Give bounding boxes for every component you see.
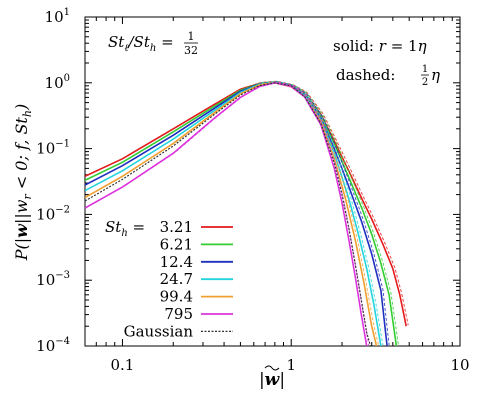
ylabel-rest: < 0; f, St — [12, 117, 31, 195]
ylabel-sub-r: r — [21, 194, 34, 200]
svg-text:1: 1 — [188, 30, 195, 43]
ylabel-w: w — [12, 223, 31, 238]
x-tick-label: 0.1 — [111, 356, 135, 374]
solid-annotation: solid: r = 1η — [333, 37, 427, 55]
svg-text:32: 32 — [184, 44, 198, 57]
x-tick-label: 10 — [450, 356, 469, 374]
ratio-annotation: Stℓ/Sth = 1 32 — [108, 30, 198, 57]
ylabel-sub-h: h — [21, 110, 34, 117]
y-tick-label: 101 — [45, 7, 70, 26]
tick-marks — [84, 16, 461, 347]
svg-text:P(|w||wr < 0; f, Sth): P(|w||wr < 0; f, Sth) — [12, 104, 34, 261]
legend-header: Sth = — [105, 218, 145, 239]
y-tick-labels: 10−4 10−3 10−2 10−1 100 101 — [36, 7, 70, 355]
plot-frame — [84, 16, 461, 347]
ylabel-P: P(| — [12, 238, 31, 261]
series-dashed-24.7 — [86, 80, 384, 346]
series-lines — [85, 80, 409, 346]
y-tick-label: 10−4 — [36, 336, 70, 355]
svg-text:1: 1 — [422, 64, 428, 75]
dashed-annotation: dashed: 1 2 η — [336, 64, 440, 88]
svg-text:solid: r = 1η: solid: r = 1η — [333, 37, 427, 55]
svg-text:dashed:: dashed: — [336, 66, 395, 84]
legend-label: 12.4 — [160, 253, 193, 271]
y-tick-label: 10−1 — [36, 139, 70, 158]
y-tick-label: 10−3 — [36, 270, 70, 289]
series-dashed-6.21 — [86, 80, 399, 346]
series-line-795 — [85, 81, 368, 346]
ylabel-mid: ||w — [12, 199, 31, 224]
y-tick-label: 100 — [45, 73, 70, 92]
y-axis-label: P(|w||wr < 0; f, Sth) — [12, 104, 34, 261]
ylabel-close: ) — [12, 104, 31, 111]
legend-label: 6.21 — [160, 235, 193, 253]
y-tick-label: 10−2 — [36, 204, 70, 223]
legend-label: Gaussian — [124, 322, 194, 340]
series-dashed-12.4 — [86, 80, 390, 346]
x-axis-label: |w| — [259, 365, 285, 390]
svg-text:|w|: |w| — [259, 370, 285, 390]
xlabel-tilde — [264, 365, 280, 371]
series-line-12.4 — [85, 81, 388, 346]
series-line-99.4 — [85, 81, 378, 346]
x-tick-labels: 0.1 1 10 — [111, 356, 470, 374]
legend-label: 24.7 — [160, 270, 193, 288]
svg-text:Stℓ/Sth =: Stℓ/Sth = — [108, 33, 174, 54]
legend-label: 99.4 — [160, 288, 193, 306]
series-dashed-99.4 — [86, 81, 379, 346]
svg-text:η: η — [431, 66, 440, 84]
series-line-24.7 — [85, 81, 382, 346]
legend-label: 3.21 — [160, 218, 193, 236]
series-dashed-3.21 — [86, 80, 409, 326]
legend-label: 795 — [164, 305, 193, 323]
series-line-Gaussian — [85, 82, 372, 346]
svg-text:2: 2 — [422, 77, 428, 88]
series-dashed-795 — [86, 81, 370, 346]
x-tick-label: 1 — [286, 356, 296, 374]
